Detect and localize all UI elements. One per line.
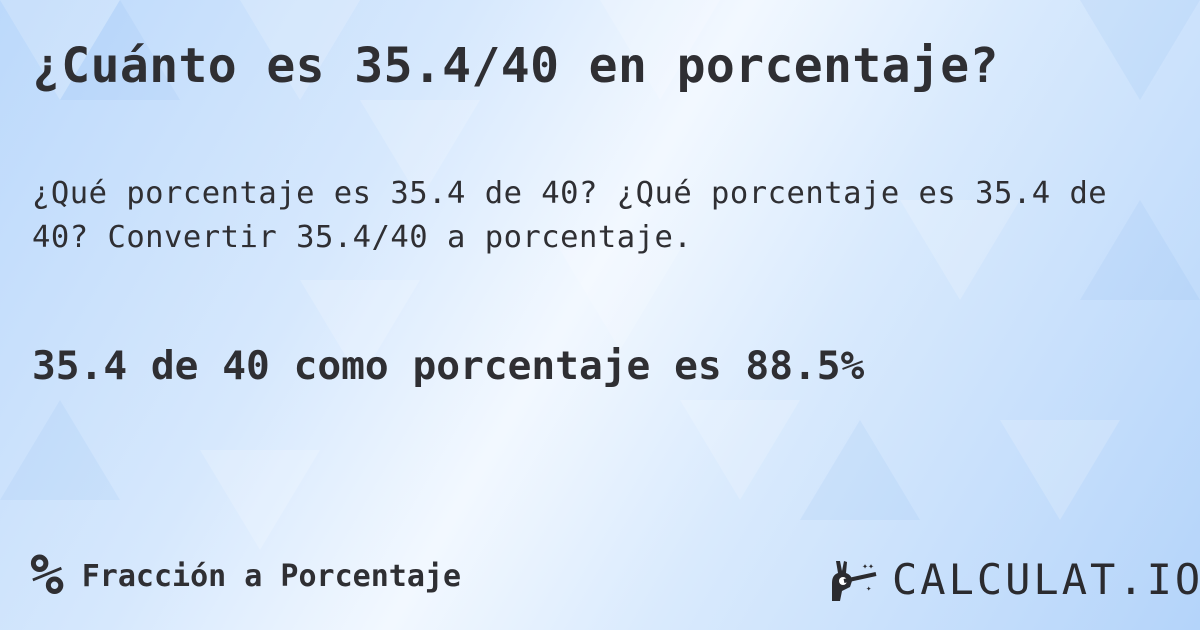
calculat-io-logo[interactable]: ✦✦ ✦ CALCULAT.IO (828, 555, 1200, 604)
magic-hand-wand-icon: ✦✦ ✦ (832, 560, 877, 601)
category-link[interactable]: % Fracción a Porcentaje (30, 548, 461, 604)
category-label: Fracción a Porcentaje (81, 558, 462, 594)
percent-icon: % (30, 543, 64, 608)
svg-text:✦: ✦ (866, 584, 872, 594)
description: ¿Qué porcentaje es 35.4 de 40? ¿Qué porc… (32, 176, 1108, 255)
svg-text:✦✦: ✦✦ (862, 561, 874, 572)
page-title: ¿Cuánto es 35.4/40 en porcentaje? (32, 38, 999, 94)
logo-text: CALCULAT.IO (892, 555, 1200, 604)
result-text: 35.4 de 40 como porcentaje es 88.5% (32, 343, 865, 389)
